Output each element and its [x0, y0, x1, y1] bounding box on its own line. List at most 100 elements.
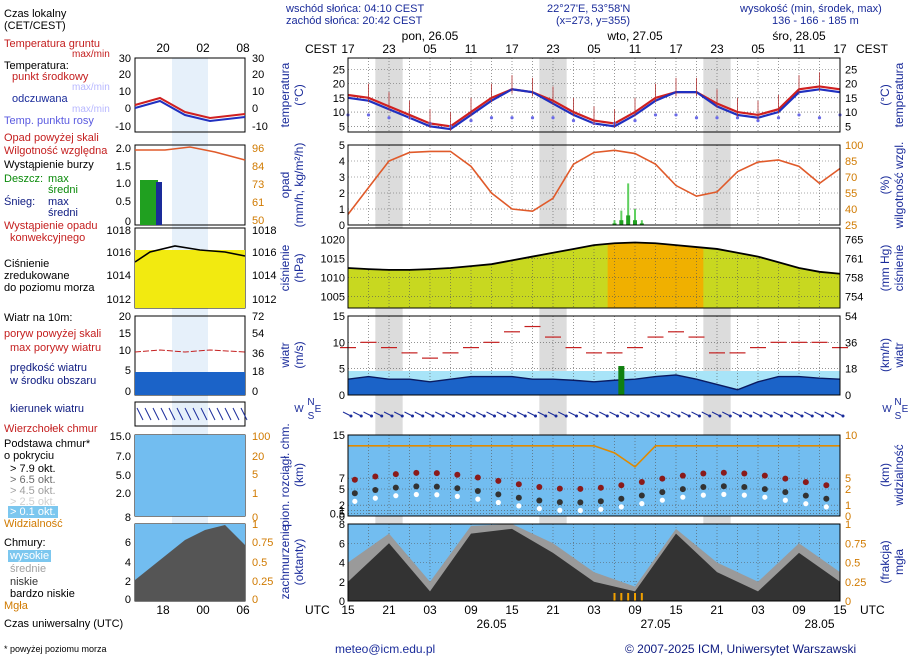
tick-leg-temp-10: 10	[119, 86, 131, 98]
dew-point-17	[694, 116, 699, 120]
tick-cover-left-4: 4	[339, 558, 345, 570]
wind-dir-head-9	[411, 414, 414, 418]
rain-max-bar-4	[640, 220, 643, 225]
night-band-2	[703, 58, 731, 601]
legend-feels-like: odczuwana	[12, 93, 68, 105]
cloud-base-low-28	[536, 506, 542, 512]
legend-okt45: > 4.5 okt.	[10, 485, 56, 497]
tick-wind-right-2: 36	[845, 337, 857, 349]
local-hour-1: 23	[382, 42, 396, 56]
tick-leg-r-pres-1012: 1012	[252, 294, 276, 306]
compass-e-left: E	[315, 404, 322, 415]
cloud-base-low-40	[618, 504, 624, 510]
wind-dir-head-51	[698, 414, 701, 418]
wind-dir-head-57	[739, 414, 742, 418]
wind-dir-head-10.5	[421, 414, 425, 418]
tick-leg-r-pres-1014: 1014	[252, 270, 276, 282]
night-bands	[348, 58, 840, 601]
cloud-top-64	[782, 475, 789, 482]
tick-wind-left-15: 15	[333, 311, 345, 323]
cloud-base-low-22	[495, 499, 501, 506]
title-temp-left: temperatura	[278, 62, 292, 127]
tick-pres-left-1020: 1020	[321, 234, 345, 246]
legend-pressure-sea: do poziomu morza	[4, 282, 95, 294]
legend-mini-charts: 3020100-102.01.51.00.5010181016101410122…	[107, 41, 277, 617]
cloud-base-25	[515, 494, 522, 501]
cloud-top-58	[741, 470, 748, 477]
cloud-base-31	[556, 499, 563, 506]
pressure-line	[347, 241, 841, 275]
title-cover-left-unit: (oktanty)	[292, 539, 306, 586]
legend-wind-arrow-188	[184, 407, 192, 421]
tick-leg-temp-0: 0	[125, 103, 131, 115]
tick-leg-cloud-5: 5.0	[116, 470, 131, 482]
legend-temperature: Temperatura:	[4, 60, 69, 72]
legend-visibility: Widzialność	[4, 518, 63, 530]
legend-frame-temp	[134, 57, 246, 133]
cloud-bg	[348, 435, 840, 516]
utc-hour-6: 03	[587, 603, 601, 617]
wind-dir-head-58.5	[749, 414, 753, 418]
cloud-base-low-25	[516, 503, 522, 509]
utc-hour-11: 09	[792, 603, 806, 617]
tick-precip-left-0: 0	[339, 220, 345, 232]
title-wind-left: wiatr	[278, 342, 292, 368]
wind-dir-head-27	[534, 414, 537, 418]
wind-dir-head-63	[780, 414, 783, 418]
rain-max-bar-0	[613, 220, 616, 225]
wind-dir-head-49.5	[687, 414, 691, 418]
wind-dir-head-18	[472, 414, 476, 418]
wind-dir-head-13.5	[441, 414, 445, 418]
legend-wind-center: w środku obszaru	[10, 375, 97, 387]
cloud-base-low-43	[639, 501, 645, 507]
footer-email[interactable]: meteo@icm.edu.pl	[335, 642, 436, 656]
tick-wind-left-10: 10	[333, 337, 345, 349]
cloud-base-64	[782, 489, 789, 496]
legend-snow: Śnieg:	[4, 196, 36, 208]
utc-hour-7: 09	[628, 603, 642, 617]
cloud-top-22	[495, 477, 502, 484]
legend-wind-arrow-236	[232, 407, 240, 421]
wind-dir-head-6	[390, 414, 394, 418]
tick-leg-prec-05: 0.5	[116, 196, 131, 208]
panel-frames	[347, 57, 841, 602]
tick-leg-r-fog-0: 0	[252, 594, 258, 606]
tick-vis-right-3: 5	[845, 473, 851, 485]
frame-pres	[347, 227, 841, 309]
wind-speed-line	[347, 374, 841, 391]
cloud-top-28	[536, 484, 543, 491]
tick-cloud-left-15: 15	[333, 430, 345, 442]
dew-point-18	[715, 116, 719, 120]
tick-leg-r-vis-5: 5	[252, 469, 258, 481]
cloud-base-16	[454, 485, 461, 492]
tick-leg-prec-0: 0	[125, 216, 131, 228]
tick-temp-left-5: 5	[339, 121, 345, 133]
compass-s-left: S	[308, 411, 315, 422]
tick-fog-right-1: 0.25	[845, 577, 866, 589]
wind-dir-head-22.5	[503, 414, 507, 418]
local-hour-6: 05	[587, 42, 601, 56]
tick-temp-right-2: 15	[845, 93, 857, 105]
dew-point-10	[551, 116, 555, 120]
frame-precip	[347, 144, 841, 226]
title-pres-left-unit: (hPa)	[292, 253, 306, 282]
cloud-base-low-70	[823, 504, 829, 510]
meteogram-svg: 3020100-102.01.51.00.5010181016101410122…	[107, 29, 909, 631]
legend-wind-arrow-140	[136, 407, 144, 421]
utc-hour-10: 03	[751, 603, 765, 617]
cloud-base-55	[720, 483, 727, 490]
tick-cloud-left-1: 1	[339, 506, 345, 518]
tick-humidity-right-0: 25	[845, 220, 857, 232]
tick-temp-left-20: 20	[333, 79, 345, 91]
tick-wind-left-5: 5	[339, 364, 345, 376]
tick-vis-right-2: 2	[845, 484, 851, 496]
tick-leg-r-hum-96: 96	[252, 143, 264, 155]
utc-zone-right: UTC	[860, 603, 885, 617]
legend-okt01: > 0.1 okt.	[8, 506, 58, 518]
legend-wind-arrow-220	[216, 407, 224, 421]
compass-n-left: N	[307, 397, 314, 408]
local-hour-8: 17	[669, 42, 683, 56]
dew-point-9	[530, 116, 535, 120]
tick-temp-right-4: 25	[845, 64, 857, 76]
wind-speed-area	[348, 374, 840, 395]
